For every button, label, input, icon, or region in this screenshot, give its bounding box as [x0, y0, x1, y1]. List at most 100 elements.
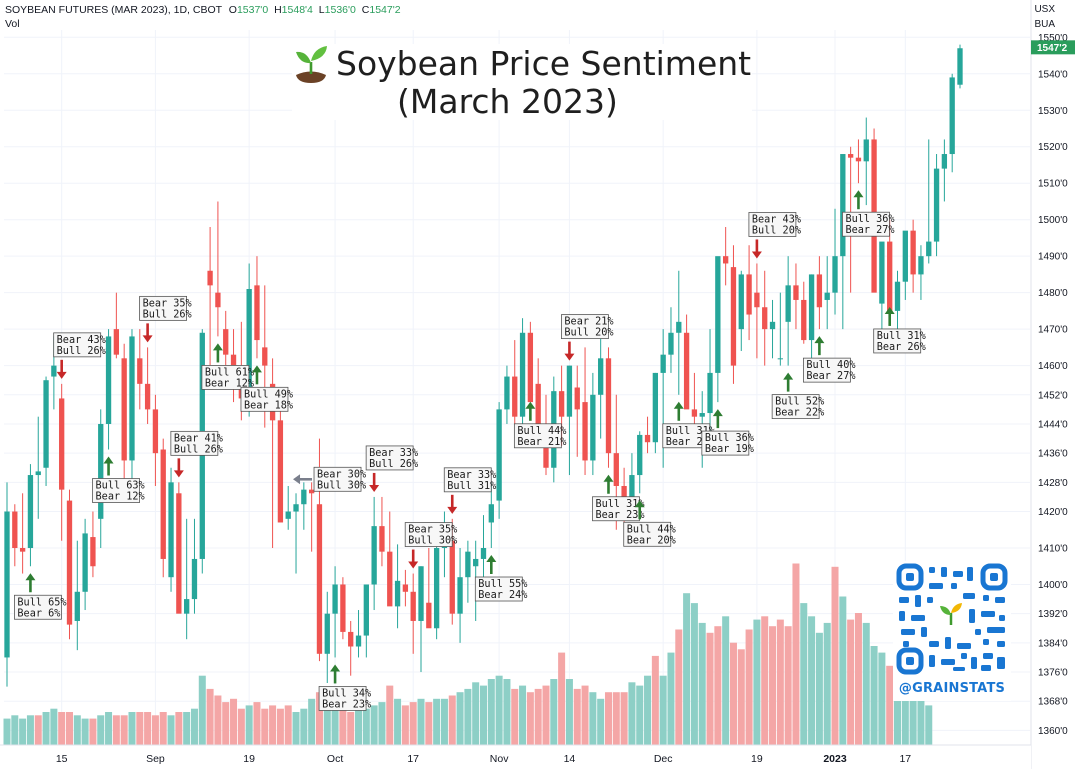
volume-bar — [440, 698, 448, 745]
annotation-box — [873, 328, 922, 354]
price-tick-label: 1540'0 — [1038, 69, 1068, 80]
volume-bar — [417, 698, 425, 745]
candle-body — [355, 635, 362, 647]
price-tick-label: 1530'0 — [1038, 106, 1068, 117]
sentiment-annotation: Bull 55%Bear 24% — [474, 555, 527, 602]
candle-body — [51, 365, 57, 377]
annotation-text: Bear 35% — [143, 298, 192, 309]
volume-bar — [105, 712, 113, 745]
chart-header: SOYBEAN FUTURES (MAR 2023), 1D, CBOT O15… — [5, 4, 401, 16]
candle-body — [652, 372, 659, 443]
sentiment-annotation: Bull 34%Bear 23% — [318, 664, 371, 711]
annotation-box — [748, 212, 797, 237]
sentiment-annotation: Bull 61%Bear 12% — [201, 343, 254, 390]
candle — [527, 321, 534, 403]
candle-body — [301, 489, 307, 505]
volume-bar — [175, 712, 183, 745]
candle-body — [449, 540, 455, 614]
candle-body — [613, 453, 619, 486]
annotation-box — [623, 521, 672, 547]
candle-body — [699, 413, 705, 417]
volume-bar — [651, 655, 659, 745]
volume-bar — [823, 622, 831, 745]
time-tick-label: 17 — [407, 753, 419, 765]
candle — [863, 117, 869, 206]
candle-body — [144, 383, 151, 410]
sentiment-annotation: Bear 41%Bull 26% — [170, 430, 223, 478]
candle — [590, 372, 596, 476]
candle-body — [230, 354, 237, 366]
volume-bar — [792, 563, 800, 745]
candle-body — [254, 285, 260, 341]
candle-body — [348, 631, 354, 647]
candle-body — [105, 336, 112, 424]
open-label: O — [228, 4, 237, 16]
volume-bar — [331, 708, 339, 745]
volume-bar — [542, 685, 550, 745]
arrow-up-icon — [486, 555, 497, 563]
volume-bar — [448, 695, 456, 745]
candle-body — [98, 423, 104, 519]
candle — [105, 329, 112, 450]
sentiment-annotation: Bull 49%Bear 18% — [240, 365, 293, 412]
arrow-up-icon — [212, 343, 223, 351]
annotation-box — [92, 478, 140, 503]
sentiment-annotation: Bear 33%Bull 31% — [443, 467, 496, 514]
candle — [121, 343, 127, 494]
candle — [402, 569, 409, 607]
volume-bar — [58, 712, 66, 745]
candle — [605, 347, 612, 468]
candle — [512, 340, 518, 424]
candle — [785, 256, 791, 366]
volume-bar — [839, 596, 847, 745]
candle-body — [676, 321, 682, 333]
candle — [824, 256, 830, 330]
volume-bar — [386, 685, 394, 745]
candle-body — [12, 511, 18, 549]
candle — [840, 154, 846, 330]
time-tick-label: 15 — [56, 753, 68, 765]
candle-body — [644, 434, 651, 443]
candle-body — [82, 533, 88, 592]
candle — [129, 329, 135, 490]
volume-bar — [753, 619, 761, 745]
candle-body — [519, 332, 526, 417]
annotation-text: Bear 43% — [57, 335, 106, 346]
volume-bar — [230, 698, 238, 745]
candle — [160, 438, 166, 578]
candle-body — [4, 511, 10, 658]
volume-bar — [128, 712, 136, 745]
volume-bar — [659, 675, 667, 745]
volume-bar — [190, 708, 198, 745]
volume-bar — [683, 593, 691, 745]
volume-bar — [831, 566, 839, 745]
candle — [418, 566, 424, 673]
brand-badge[interactable]: @GRAINSTATS — [893, 561, 1011, 701]
price-tick-label: 1360'0 — [1038, 726, 1068, 737]
chart-title: Soybean Price Sentiment (March 2023) — [292, 44, 752, 120]
annotation-text: Bull 31% — [447, 481, 496, 492]
arrow-down-icon — [142, 335, 153, 343]
candle-body — [722, 256, 729, 264]
candle-body — [371, 526, 377, 585]
candle-body — [285, 511, 291, 519]
candle — [808, 274, 815, 359]
candle-body — [168, 482, 174, 578]
volume-bar — [604, 692, 612, 745]
annotation-text: Bull 30% — [317, 480, 366, 491]
brand-handle[interactable]: @GRAINSTATS — [898, 681, 1006, 696]
annotation-text: Bull 20% — [564, 328, 613, 339]
candle — [871, 128, 877, 293]
candle-body — [957, 48, 963, 85]
annotation-text: Bear 21% — [517, 437, 566, 448]
annotation-text: Bear 33% — [369, 448, 418, 459]
sentiment-annotation: Bull 44%Bear 20% — [623, 500, 676, 547]
candle — [35, 416, 41, 519]
sentiment-annotation: Bull 36%Bear 27% — [842, 190, 895, 237]
volume-bar — [526, 692, 534, 745]
price-tick-label: 1368'0 — [1038, 697, 1068, 708]
candle-body — [480, 548, 487, 559]
arrow-down-icon — [56, 371, 67, 379]
arrow-up-icon — [103, 456, 114, 464]
time-tick-label: Nov — [490, 753, 509, 765]
